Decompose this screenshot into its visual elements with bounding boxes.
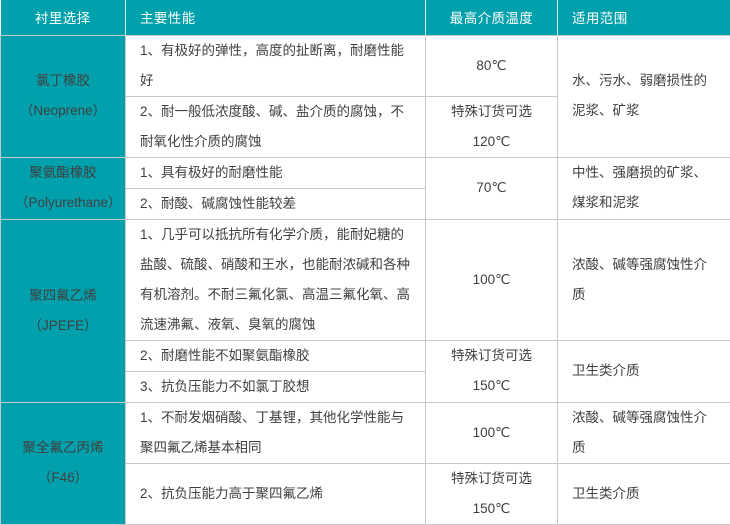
table-body: 氯丁橡胶 （Neoprene） 1、有极好的弹性，高度的扯断离，耐磨性能好 80…: [1, 35, 730, 524]
performance-cell: 2、耐一般低浓度酸、碱、盐介质的腐蚀，不耐氧化性介质的腐蚀: [126, 96, 426, 157]
material-name-cn: 氯丁橡胶: [15, 66, 111, 96]
column-header-performance: 主要性能: [126, 0, 426, 35]
performance-cell: 1、不耐发烟硝酸、丁基锂，其他化学性能与聚四氟乙烯基本相同: [126, 402, 426, 463]
table-row: 聚全氟乙丙烯 （F46） 1、不耐发烟硝酸、丁基锂，其他化学性能与聚四氟乙烯基本…: [1, 402, 730, 463]
temperature-cell: 80℃: [426, 35, 558, 96]
temperature-cell: 100℃: [426, 219, 558, 340]
performance-cell: 3、抗负压能力不如氯丁胶想: [126, 371, 426, 402]
table-row: 聚氨酯橡胶 （Polyurethane） 1、具有极好的耐磨性能 70℃ 中性、…: [1, 157, 730, 188]
performance-cell: 1、具有极好的耐磨性能: [126, 157, 426, 188]
scope-cell: 水、污水、弱磨损性的泥浆、矿浆: [558, 35, 730, 157]
material-name-en: （F46）: [15, 463, 111, 493]
column-header-temperature: 最高介质温度: [426, 0, 558, 35]
performance-cell: 1、几乎可以抵抗所有化学介质，能耐妃糖的盐酸、硫酸、硝酸和王水，也能耐浓碱和各种…: [126, 219, 426, 340]
material-cell-f46: 聚全氟乙丙烯 （F46）: [1, 402, 126, 524]
scope-cell: 卫生类介质: [558, 463, 730, 524]
material-name-cn: 聚四氟乙烯: [15, 281, 111, 311]
temperature-cell: 特殊订货可选 150℃: [426, 340, 558, 402]
material-name-cn: 聚氨酯橡胶: [15, 158, 111, 188]
header-row: 衬里选择 主要性能 最高介质温度 适用范围: [1, 0, 730, 35]
performance-cell: 2、耐酸、碱腐蚀性能较差: [126, 188, 426, 219]
column-header-material: 衬里选择: [1, 0, 126, 35]
temperature-cell: 100℃: [426, 402, 558, 463]
material-name-cn: 聚全氟乙丙烯: [15, 433, 111, 463]
table-row: 氯丁橡胶 （Neoprene） 1、有极好的弹性，高度的扯断离，耐磨性能好 80…: [1, 35, 730, 96]
material-cell-polyurethane: 聚氨酯橡胶 （Polyurethane）: [1, 157, 126, 219]
performance-cell: 1、有极好的弹性，高度的扯断离，耐磨性能好: [126, 35, 426, 96]
material-cell-neoprene: 氯丁橡胶 （Neoprene）: [1, 35, 126, 157]
performance-cell: 2、抗负压能力高于聚四氟乙烯: [126, 463, 426, 524]
temperature-cell: 特殊订货可选 150℃: [426, 463, 558, 524]
temperature-cell: 特殊订货可选 120℃: [426, 96, 558, 157]
scope-cell: 卫生类介质: [558, 340, 730, 402]
scope-cell: 中性、强磨损的矿浆、煤浆和泥浆: [558, 157, 730, 219]
table-header: 衬里选择 主要性能 最高介质温度 适用范围: [1, 0, 730, 35]
temperature-cell: 70℃: [426, 157, 558, 219]
material-name-en: （JPEFE）: [15, 311, 111, 341]
table-row: 聚四氟乙烯 （JPEFE） 1、几乎可以抵抗所有化学介质，能耐妃糖的盐酸、硫酸、…: [1, 219, 730, 340]
column-header-scope: 适用范围: [558, 0, 730, 35]
material-cell-jpefe: 聚四氟乙烯 （JPEFE）: [1, 219, 126, 402]
scope-cell: 浓酸、碱等强腐蚀性介质: [558, 402, 730, 463]
material-name-en: （Polyurethane）: [15, 188, 111, 218]
performance-cell: 2、耐磨性能不如聚氨酯橡胶: [126, 340, 426, 371]
material-name-en: （Neoprene）: [15, 96, 111, 126]
scope-cell: 浓酸、碱等强腐蚀性介质: [558, 219, 730, 340]
